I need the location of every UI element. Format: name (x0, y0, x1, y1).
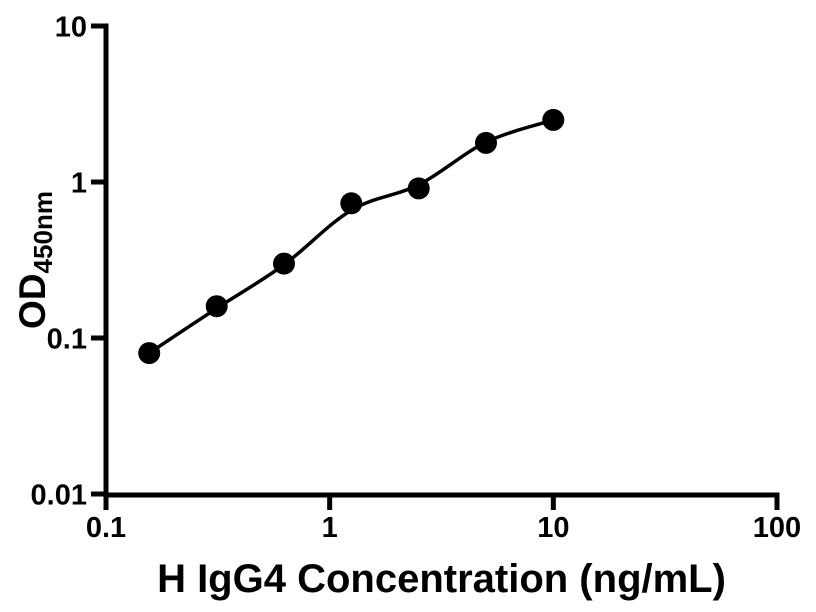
y-axis-title-subscript: 450nm (28, 191, 58, 273)
x-tick-label: 100 (753, 512, 801, 544)
data-point (138, 342, 161, 365)
y-tick-label: 10 (55, 12, 87, 44)
y-tick-label: 0.1 (47, 324, 87, 356)
x-axis-title: H IgG4 Concentration (ng/mL) (157, 557, 726, 601)
fit-curve (147, 118, 556, 355)
data-point (273, 252, 295, 275)
data-point (475, 131, 497, 154)
x-tick-label: 0.1 (86, 512, 126, 544)
data-point (205, 295, 228, 318)
data-point (340, 192, 363, 215)
data-point (542, 108, 565, 131)
y-axis-title-main: OD (12, 273, 53, 329)
y-axis-title: OD450nm (12, 191, 58, 329)
y-tick-label: 1 (71, 168, 87, 200)
y-tick-label: 0.01 (31, 480, 87, 512)
x-tick-label: 1 (322, 512, 338, 544)
data-point (407, 177, 430, 200)
x-tick-label: 10 (537, 512, 569, 544)
